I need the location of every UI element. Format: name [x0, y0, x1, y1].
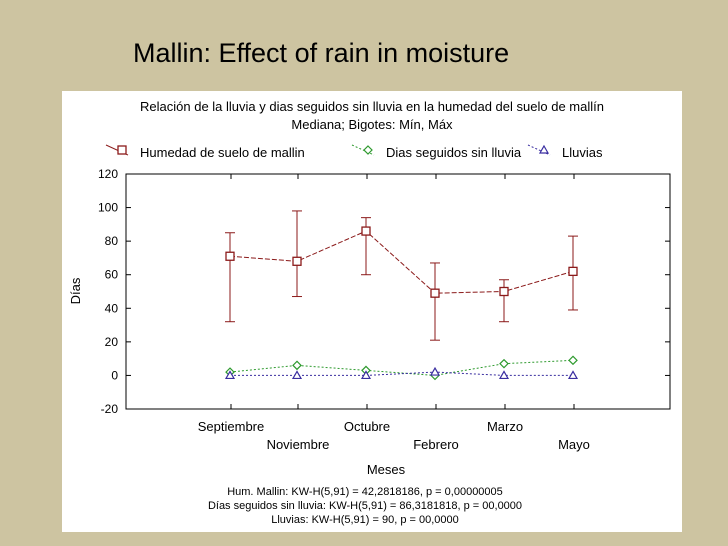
data-point	[291, 370, 303, 380]
data-point	[498, 370, 510, 380]
data-point	[292, 360, 302, 371]
data-point	[429, 366, 441, 376]
y-tick-label: 60	[105, 268, 119, 282]
x-tick-label: Septiembre	[198, 419, 264, 434]
legend-label: Lluvias	[562, 145, 603, 160]
stats-line: Lluvias: KW-H(5,91) = 90, p = 00,0000	[271, 514, 459, 526]
data-point	[499, 286, 509, 297]
chart-panel: Relación de la lluvia y dias seguidos si…	[62, 91, 682, 532]
x-tick-label: Noviembre	[267, 437, 330, 452]
y-tick-label: 100	[98, 201, 118, 215]
legend-label: Dias seguidos sin lluvia	[386, 145, 522, 160]
chart-svg: Relación de la lluvia y dias seguidos si…	[68, 99, 671, 526]
legend-label: Humedad de suelo de mallin	[140, 145, 305, 160]
data-point	[430, 288, 440, 298]
stats-line: Hum. Mallin: KW-H(5,91) = 42,2818186, p …	[227, 486, 503, 498]
slide-title: Mallin: Effect of rain in moisture	[133, 38, 510, 68]
series-line	[230, 371, 573, 376]
x-tick-label: Mayo	[558, 437, 590, 452]
data-point	[568, 355, 578, 366]
x-tick-label: Octubre	[344, 419, 390, 434]
data-point	[361, 226, 371, 236]
series-line	[229, 230, 574, 294]
y-tick-label: 0	[111, 368, 118, 382]
data-point	[568, 266, 578, 277]
chart-title: Relación de la lluvia y dias seguidos si…	[140, 99, 604, 114]
data-point	[225, 251, 235, 261]
y-tick-label: -20	[101, 402, 119, 416]
y-tick-label: 80	[105, 234, 119, 248]
y-axis-label: Días	[68, 277, 83, 304]
plot-frame	[125, 173, 671, 410]
x-tick-label: Febrero	[413, 437, 459, 452]
series-line	[229, 359, 574, 376]
x-tick-label: Marzo	[487, 419, 523, 434]
data-point	[567, 370, 579, 380]
legend-marker	[117, 145, 127, 155]
data-point	[224, 370, 236, 380]
chart-subtitle: Mediana; Bigotes: Mín, Máx	[291, 117, 453, 132]
stats-line: Días seguidos sin lluvia: KW-H(5,91) = 8…	[208, 500, 522, 512]
legend-marker	[363, 145, 373, 155]
data-point	[292, 256, 302, 266]
legend-line	[351, 144, 375, 156]
y-tick-label: 20	[105, 335, 119, 349]
y-tick-label: 120	[98, 167, 118, 181]
data-point	[499, 358, 509, 369]
data-point	[360, 370, 372, 380]
x-axis-label: Meses	[367, 462, 406, 477]
legend-marker	[538, 144, 550, 154]
y-tick-label: 40	[105, 301, 119, 315]
